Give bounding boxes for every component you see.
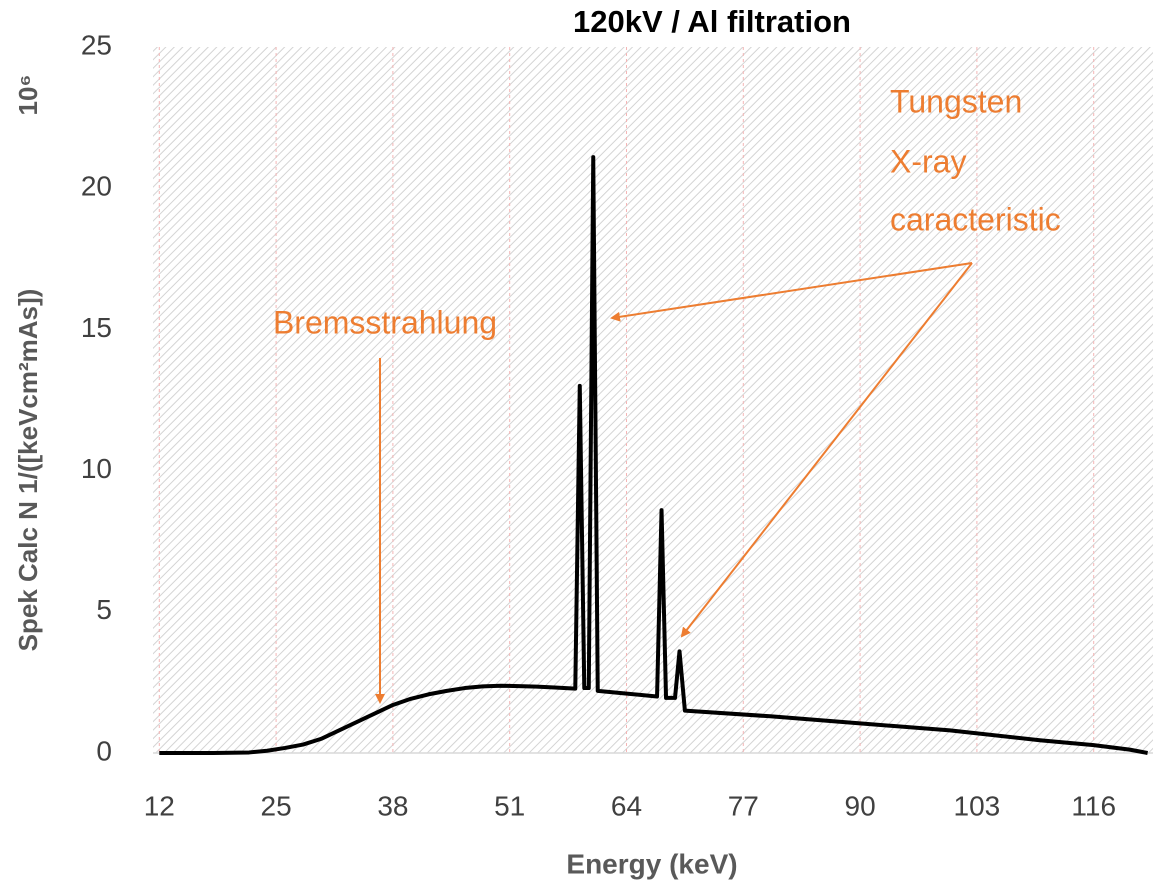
annotation: Tungsten: [890, 83, 1022, 119]
data-line: [159, 155, 1148, 755]
y-tick-label: 10: [81, 453, 112, 484]
plot-area: [153, 47, 1153, 753]
annotation-arrow: [680, 262, 973, 638]
x-tick-label: 116: [1071, 790, 1116, 821]
marks: [159, 155, 1148, 755]
grid: [153, 47, 1153, 754]
y-axis-label: Spek Calc N 1/([keVcm²mAs]): [13, 289, 43, 652]
chart-title: 120kV / Al filtration: [573, 4, 851, 39]
annotation-arrow: [610, 262, 973, 322]
y-unit-label: 10⁶: [13, 75, 43, 116]
annotation: caracteristic: [890, 201, 1061, 237]
x-tick-label: 25: [261, 790, 292, 821]
y-tick-label: 15: [81, 312, 112, 343]
x-tick-label: 64: [611, 790, 642, 821]
y-tick-label: 0: [96, 735, 112, 766]
annotation: Bremsstrahlung: [273, 304, 497, 340]
annotation: X-ray: [890, 143, 966, 179]
y-tick-label: 5: [96, 594, 112, 625]
x-tick-label: 103: [954, 790, 1001, 821]
y-tick-label: 25: [81, 29, 112, 60]
x-tick-label: 51: [494, 790, 525, 821]
x-axis-label: Energy (keV): [566, 848, 737, 879]
x-tick-label: 90: [845, 790, 876, 821]
x-tick-label: 77: [728, 790, 759, 821]
x-tick-label: 38: [377, 790, 408, 821]
x-tick-label: 12: [144, 790, 175, 821]
y-tick-label: 20: [81, 171, 112, 202]
